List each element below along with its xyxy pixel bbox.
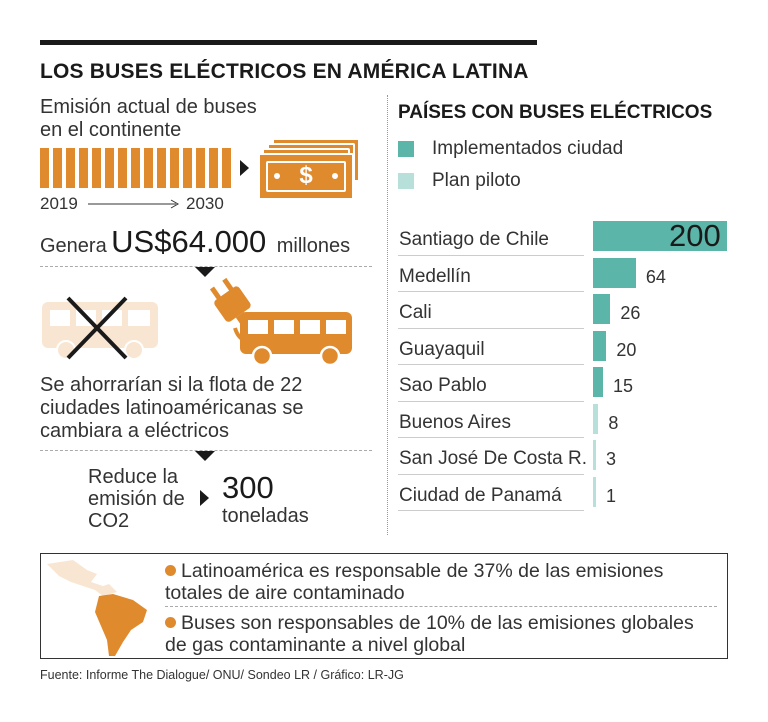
- row-divider: [398, 510, 584, 511]
- chart-title: PAÍSES CON BUSES ELÉCTRICOS: [398, 102, 713, 123]
- pointer-down-icon: [195, 451, 215, 461]
- bar-category-label: Cali: [399, 302, 432, 323]
- row-divider: [398, 327, 584, 329]
- bar-value-label: 64: [645, 266, 666, 287]
- row-divider: [398, 437, 584, 438]
- latin-america-map-icon: [47, 560, 147, 656]
- bar-category-label: Guayaquil: [399, 338, 485, 360]
- bar-value-label: 1: [606, 485, 617, 506]
- facts-box: Latinoamérica es responsable de 37% de l…: [40, 553, 728, 659]
- bar-category-label: Ciudad de Panamá: [399, 484, 562, 506]
- legend-swatch: [398, 141, 414, 157]
- fact-item: Latinoamérica es responsable de 37% de l…: [165, 560, 717, 604]
- bar: [593, 476, 596, 507]
- separator: [165, 606, 717, 607]
- bar: [593, 440, 596, 470]
- fact-item: Buses son responsables de 10% de las emi…: [165, 612, 717, 656]
- legend-swatch: [398, 173, 414, 189]
- column-divider: [387, 95, 388, 535]
- fact-text: Latinoamérica es responsable de 37% de l…: [165, 560, 664, 604]
- row-divider: [398, 254, 584, 256]
- reduction-unit: toneladas: [222, 505, 309, 527]
- row-divider: [398, 291, 584, 292]
- row-divider: [398, 400, 584, 402]
- bar: [593, 221, 727, 251]
- legend-label: Plan piloto: [432, 170, 521, 191]
- year-end: 2030: [186, 194, 224, 213]
- bar-category-label: Santiago de Chile: [399, 229, 549, 250]
- bar: [593, 403, 599, 434]
- electric-bus-icon: [240, 312, 352, 367]
- row-divider: [398, 473, 584, 475]
- bar-category-label: San José De Costa R.: [399, 448, 587, 469]
- bus-crossed-out-icon: [42, 296, 158, 360]
- bar: [593, 257, 636, 288]
- money-bills-icon: $: [258, 138, 368, 200]
- dollar-sign: $: [299, 162, 313, 189]
- reduce-text: Reduce la emisión de CO2: [88, 466, 185, 532]
- emission-stripes: [40, 148, 232, 188]
- source-note: Fuente: Informe The Dialogue/ ONU/ Sonde…: [40, 668, 404, 682]
- emission-text: Emisión actual de buses en el continente: [40, 96, 257, 141]
- bar: [593, 367, 604, 397]
- bar-value-label: 200: [669, 218, 721, 253]
- bullet-dot: [165, 565, 176, 576]
- bar-category-label: Buenos Aires: [399, 411, 511, 433]
- genera-line: Genera US$64.000 millones: [40, 224, 350, 260]
- page-title: LOS BUSES ELÉCTRICOS EN AMÉRICA LATINA: [40, 60, 529, 83]
- pointer-right-icon: [200, 490, 209, 506]
- bar-value-label: 3: [606, 449, 617, 469]
- bar: [593, 330, 607, 361]
- separator: [40, 266, 372, 267]
- bar-category-label: Sao Pablo: [399, 375, 487, 396]
- bullet-dot: [165, 617, 176, 628]
- pointer-down-icon: [195, 267, 215, 277]
- bar-value-label: 15: [613, 376, 634, 396]
- year-start: 2019: [40, 194, 78, 213]
- amount-value: US$64.000: [111, 224, 267, 259]
- top-rule: [40, 40, 537, 45]
- bar-category-label: Medellín: [399, 265, 471, 287]
- separator: [40, 450, 372, 451]
- electric-plug-icon: [209, 277, 268, 345]
- bar-value-label: 8: [608, 412, 619, 433]
- row-divider: [398, 364, 584, 365]
- pointer-right-icon: [240, 160, 249, 176]
- reduction-value: 300: [222, 470, 274, 505]
- legend-label: Implementados ciudad: [432, 138, 624, 159]
- savings-text: Se ahorrarían si la flota de 22 ciudades…: [40, 374, 304, 442]
- bar-value-label: 20: [616, 339, 637, 360]
- amount-unit: millones: [276, 235, 351, 257]
- bar: [593, 294, 611, 324]
- genera-label: Genera: [40, 235, 107, 257]
- bar-value-label: 26: [620, 303, 641, 323]
- timeline-arrow-icon: [88, 199, 180, 209]
- fact-text: Buses son responsables de 10% de las emi…: [165, 612, 694, 656]
